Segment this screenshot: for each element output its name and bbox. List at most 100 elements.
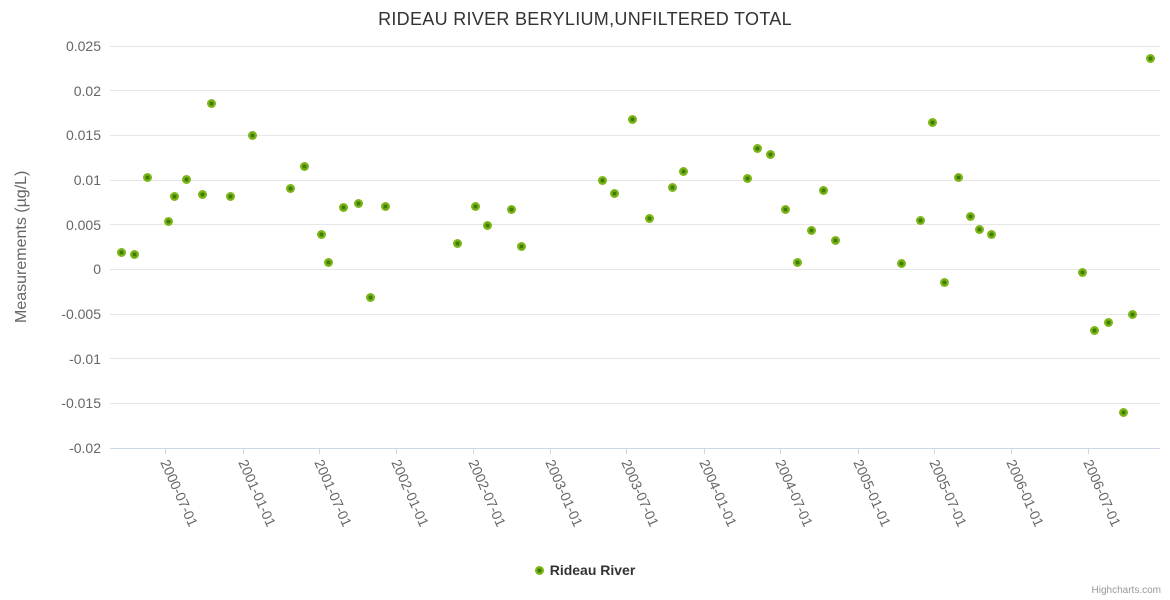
x-tick-mark — [550, 449, 552, 454]
y-gridline — [110, 268, 1160, 270]
data-point[interactable] — [143, 172, 153, 182]
data-point[interactable] — [452, 238, 462, 248]
data-point[interactable] — [507, 204, 517, 214]
data-point[interactable] — [130, 249, 140, 259]
data-point[interactable] — [807, 225, 817, 235]
y-axis-label: -0.01 — [69, 350, 101, 367]
data-point[interactable] — [975, 224, 985, 234]
data-point[interactable] — [1089, 326, 1099, 336]
data-point[interactable] — [987, 229, 997, 239]
y-gridline — [110, 134, 1160, 136]
x-axis-label: 2001-07-01 — [311, 457, 356, 529]
x-axis-label: 2002-01-01 — [388, 457, 433, 529]
y-gridline — [110, 313, 1160, 315]
y-axis-label: 0.005 — [65, 216, 101, 233]
data-point[interactable] — [752, 144, 762, 154]
data-point[interactable] — [354, 198, 364, 208]
x-axis-label: 2004-01-01 — [696, 457, 740, 529]
data-point[interactable] — [285, 184, 295, 194]
data-point[interactable] — [366, 292, 376, 302]
data-point[interactable] — [1119, 407, 1129, 417]
x-axis-label: 2005-07-01 — [926, 457, 971, 529]
data-point[interactable] — [163, 217, 173, 227]
data-point[interactable] — [915, 215, 925, 225]
highcharts-credits-link[interactable]: Highcharts.com — [1091, 585, 1161, 596]
data-point[interactable] — [197, 189, 207, 199]
data-point[interactable] — [181, 174, 191, 184]
data-point[interactable] — [300, 162, 310, 172]
x-tick-mark — [165, 449, 167, 454]
y-axis-label: 0 — [93, 261, 101, 278]
y-axis-label: -0.005 — [61, 306, 101, 322]
chart-title: RIDEAU RIVER BERYLIUM,UNFILTERED TOTAL — [378, 9, 792, 29]
data-point[interactable] — [483, 221, 493, 231]
data-point[interactable] — [610, 188, 620, 198]
x-axis-label: 2006-01-01 — [1003, 457, 1048, 529]
data-point[interactable] — [793, 257, 803, 267]
y-axis-label: 0.01 — [73, 172, 101, 188]
data-point[interactable] — [927, 118, 937, 128]
data-point[interactable] — [226, 191, 236, 201]
x-axis-label: 2004-07-01 — [772, 457, 817, 529]
x-axis-label: 2003-01-01 — [542, 457, 587, 529]
y-gridline — [110, 179, 1160, 181]
y-gridline — [110, 45, 1160, 47]
data-point[interactable] — [678, 167, 688, 177]
data-point[interactable] — [939, 278, 949, 288]
x-tick-mark — [857, 449, 859, 454]
x-tick-mark — [780, 449, 782, 454]
data-point[interactable] — [598, 175, 608, 185]
y-gridline — [110, 402, 1160, 404]
data-point[interactable] — [896, 258, 906, 268]
y-axis-label: -0.02 — [69, 440, 101, 456]
y-axis-label: 0.02 — [73, 82, 101, 99]
data-point[interactable] — [1077, 268, 1087, 278]
data-point[interactable] — [1104, 318, 1114, 328]
y-axis-label: 0.025 — [65, 38, 101, 54]
x-axis-label: 2003-07-01 — [618, 457, 663, 529]
y-axis-label: 0.015 — [65, 127, 101, 144]
data-point[interactable] — [206, 98, 216, 108]
data-point[interactable] — [471, 202, 481, 212]
data-point[interactable] — [966, 212, 975, 222]
data-point[interactable] — [1128, 309, 1138, 319]
x-tick-mark — [319, 449, 320, 454]
x-axis-line — [110, 448, 1160, 449]
x-tick-mark — [703, 449, 705, 454]
data-point[interactable] — [1146, 54, 1156, 63]
data-point[interactable] — [645, 213, 655, 223]
y-gridline — [110, 224, 1160, 226]
legend-label: Rideau River — [549, 562, 636, 578]
data-point[interactable] — [248, 130, 258, 140]
data-point[interactable] — [116, 247, 126, 257]
x-axis-label: 2005-01-01 — [850, 457, 894, 529]
data-point[interactable] — [339, 203, 349, 213]
data-point[interactable] — [169, 191, 179, 201]
x-tick-mark — [242, 449, 244, 454]
x-tick-mark — [396, 449, 398, 454]
data-point[interactable] — [742, 173, 752, 183]
data-point[interactable] — [628, 114, 638, 124]
data-point[interactable] — [323, 257, 333, 267]
data-point[interactable] — [780, 204, 790, 214]
data-point[interactable] — [380, 202, 390, 212]
y-gridline — [110, 358, 1160, 360]
data-point[interactable] — [766, 150, 776, 160]
y-gridline — [110, 90, 1160, 92]
legend-marker-icon — [534, 565, 544, 575]
data-point[interactable] — [516, 241, 526, 251]
x-tick-mark — [1087, 449, 1089, 454]
data-point[interactable] — [668, 182, 678, 192]
data-point[interactable] — [953, 172, 963, 182]
x-tick-mark — [933, 449, 935, 454]
x-axis-label: 2001-01-01 — [235, 457, 279, 529]
legend-item-rideau-river[interactable]: Rideau River — [0, 561, 1170, 579]
x-tick-mark — [472, 449, 474, 454]
x-axis-label: 2002-07-01 — [465, 457, 509, 529]
x-axis-label: 2006-07-01 — [1079, 457, 1124, 529]
x-tick-mark — [1011, 449, 1013, 454]
data-point[interactable] — [819, 186, 829, 196]
data-point[interactable] — [317, 229, 327, 239]
data-point[interactable] — [831, 236, 841, 246]
